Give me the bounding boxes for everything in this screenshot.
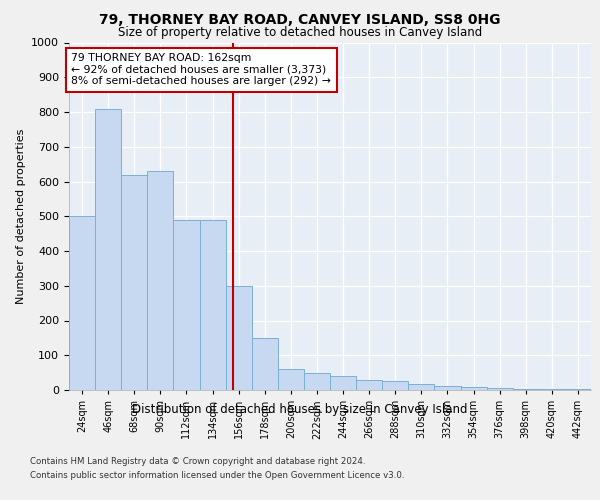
Bar [512,388,539,390]
Bar [148,171,173,390]
Text: Contains HM Land Registry data © Crown copyright and database right 2024.: Contains HM Land Registry data © Crown c… [30,458,365,466]
Bar [408,384,434,390]
Y-axis label: Number of detached properties: Number of detached properties [16,128,26,304]
Bar [330,376,356,390]
Bar [95,108,121,390]
Text: Contains public sector information licensed under the Open Government Licence v3: Contains public sector information licen… [30,471,404,480]
Bar [304,372,330,390]
Bar [173,220,199,390]
Bar [356,380,382,390]
Text: 79 THORNEY BAY ROAD: 162sqm
← 92% of detached houses are smaller (3,373)
8% of s: 79 THORNEY BAY ROAD: 162sqm ← 92% of det… [71,53,331,86]
Bar [539,389,565,390]
Bar [199,220,226,390]
Bar [382,382,408,390]
Text: 79, THORNEY BAY ROAD, CANVEY ISLAND, SS8 0HG: 79, THORNEY BAY ROAD, CANVEY ISLAND, SS8… [99,12,501,26]
Bar [278,369,304,390]
Bar [121,174,148,390]
Bar [226,286,252,390]
Bar [69,216,95,390]
Bar [461,387,487,390]
Text: Size of property relative to detached houses in Canvey Island: Size of property relative to detached ho… [118,26,482,39]
Bar [487,388,513,390]
Bar [434,386,461,390]
Text: Distribution of detached houses by size in Canvey Island: Distribution of detached houses by size … [132,402,468,415]
Bar [252,338,278,390]
Bar [565,389,591,390]
